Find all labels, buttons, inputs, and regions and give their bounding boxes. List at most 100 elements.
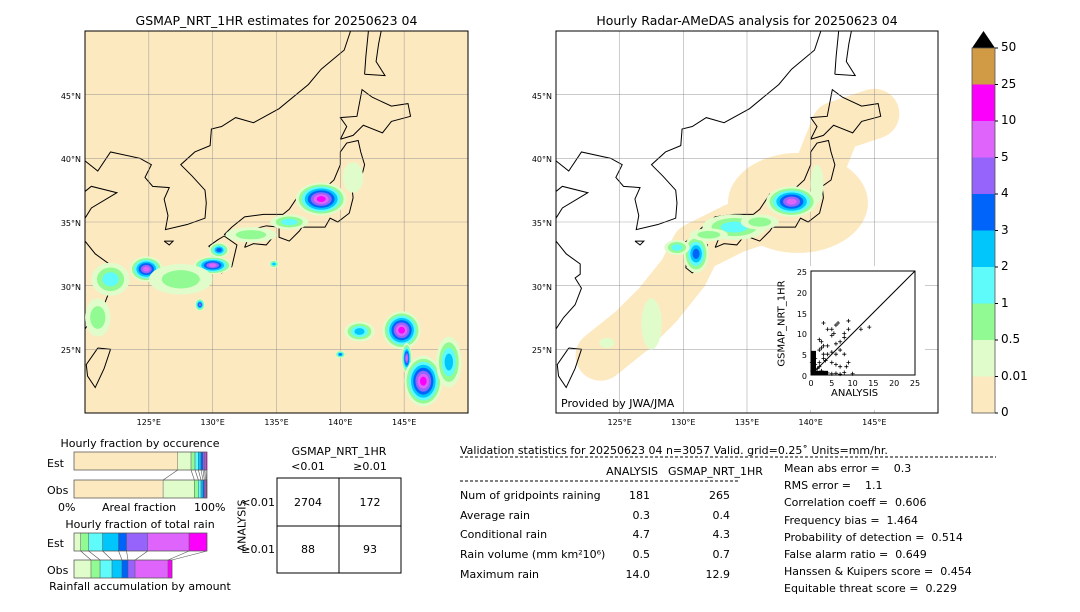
rain-est-label: Est: [47, 537, 64, 550]
occurrence-segment: [200, 451, 204, 471]
colorbar-label: 50: [1001, 40, 1017, 54]
stats-gsmap-value: 0.4: [712, 508, 731, 522]
coastline: [834, 31, 857, 77]
scatter-point: [811, 352, 816, 357]
scatter-x-tick: 5: [829, 379, 835, 388]
cell-01: 172: [359, 496, 381, 509]
scatter-x-tick: 15: [868, 379, 879, 388]
rain-fraction-segment: [134, 559, 169, 579]
scatter-point: [817, 360, 822, 365]
contingency-col-0: <0.01: [291, 460, 325, 473]
scatter-point: [829, 371, 834, 376]
occurrence-segment: [198, 479, 202, 499]
rain-xlabel: Rainfall accumulation by amount: [49, 580, 231, 593]
rain-fraction-segment: [99, 559, 113, 579]
scatter-y-tick: 25: [796, 268, 807, 277]
colorbar-segment: [972, 194, 995, 231]
stats-gsmap-value: 265: [709, 489, 730, 502]
occ-tick-0: 0%: [58, 501, 76, 514]
stats-analysis-value: 0.5: [632, 548, 651, 562]
scatter-point: [833, 323, 838, 328]
occurrence-segment: [194, 479, 199, 499]
occurrence-connector: [202, 469, 205, 481]
scatter-y-tick: 5: [801, 351, 807, 361]
scatter-point: [842, 370, 847, 375]
colorbar-segment: [972, 267, 995, 304]
lon-tick-label: 130°E: [200, 418, 225, 427]
colorbar-label: 10: [1001, 113, 1017, 127]
scatter-point: [829, 333, 834, 338]
scatter-y-tick: 10: [796, 330, 807, 340]
rain-fraction-connector: [102, 550, 113, 561]
rain-fraction-segment: [121, 559, 129, 579]
occurrence-connector: [198, 469, 202, 481]
rain-fraction-segment: [111, 559, 123, 579]
scatter-y-tick: 0: [801, 372, 807, 381]
colorbar-segment: [972, 230, 995, 267]
stats-gsmap-value: 0.7: [712, 548, 731, 562]
scatter-point: [817, 364, 822, 369]
rain-fraction-connector: [171, 550, 208, 561]
scatter-point-cluster: [811, 350, 816, 375]
scatter-point: [810, 368, 815, 373]
stats-score: Correlation coeff = 0.606: [784, 496, 927, 510]
scatter-point: [846, 327, 851, 332]
rain-cell: [216, 247, 222, 253]
rain-fraction-connector: [88, 550, 101, 561]
lon-tick-label: 140°E: [328, 418, 353, 427]
scatter-point: [821, 343, 826, 348]
scatter-x-tick: 20: [889, 379, 900, 388]
scatter-point: [817, 337, 822, 342]
right-map-frame: [555, 30, 939, 414]
colorbar-extend-arrow: [972, 31, 995, 48]
rain-fraction-segment: [73, 532, 81, 552]
rain-cell: [748, 217, 772, 227]
lon-tick-label: 135°E: [264, 418, 289, 427]
lat-tick-label: 35°N: [531, 219, 552, 228]
lon-tick-label: 145°E: [862, 418, 887, 427]
occurrence-segment: [73, 479, 164, 499]
rain-fraction-segment: [73, 559, 92, 579]
colorbar-label: 2: [1001, 259, 1009, 273]
scatter-point: [825, 370, 830, 375]
lat-tick-label: 40°N: [531, 155, 552, 165]
scatter-point: [836, 321, 841, 325]
rain-fraction-connector: [80, 550, 92, 561]
scatter-point: [821, 356, 826, 361]
stats-score: False alarm ratio = 0.649: [784, 548, 927, 561]
scatter-point: [846, 360, 851, 365]
lat-tick-label: 40°N: [60, 155, 81, 165]
scatter-point: [842, 331, 847, 336]
scatter-point: [833, 341, 838, 346]
scatter-point: [842, 335, 847, 340]
stats-row-label: Maximum rain: [460, 567, 539, 581]
rain-cell: [641, 298, 662, 350]
rain-fraction-segment: [126, 532, 149, 552]
rain-fraction-segment: [80, 532, 89, 552]
scatter-point: [821, 352, 826, 357]
contingency-col-title: GSMAP_NRT_1HR: [291, 445, 387, 458]
rain-cell: [405, 355, 408, 362]
scatter-xlabel: ANALYSIS: [831, 388, 879, 399]
occ-tick-100: 100%: [194, 501, 226, 514]
rain-cell: [354, 328, 365, 335]
rain-fraction-segment: [118, 532, 127, 552]
rain-cell: [444, 353, 454, 371]
occurrence-segment: [162, 479, 195, 499]
scatter-point: [838, 348, 843, 353]
colorbar-label: 0.01: [1001, 368, 1028, 383]
scatter-point: [838, 372, 843, 377]
colorbar-segment: [972, 84, 995, 121]
rain-cell: [272, 262, 276, 266]
occurrence-connector: [204, 469, 206, 481]
lat-tick-label: 25°N: [60, 346, 81, 356]
colorbar-label: 0.5: [1001, 332, 1021, 346]
stats-score: Equitable threat score = 0.229: [784, 582, 957, 596]
stats-score: RMS error = 1.1: [784, 479, 883, 493]
scatter-point: [867, 325, 872, 330]
stats-analysis-value: 181: [629, 489, 650, 502]
scatter-ylabel: GSMAP_NRT_1HR: [776, 280, 788, 367]
stats-col-analysis: ANALYSIS: [606, 465, 658, 478]
rain-cell: [786, 198, 797, 205]
